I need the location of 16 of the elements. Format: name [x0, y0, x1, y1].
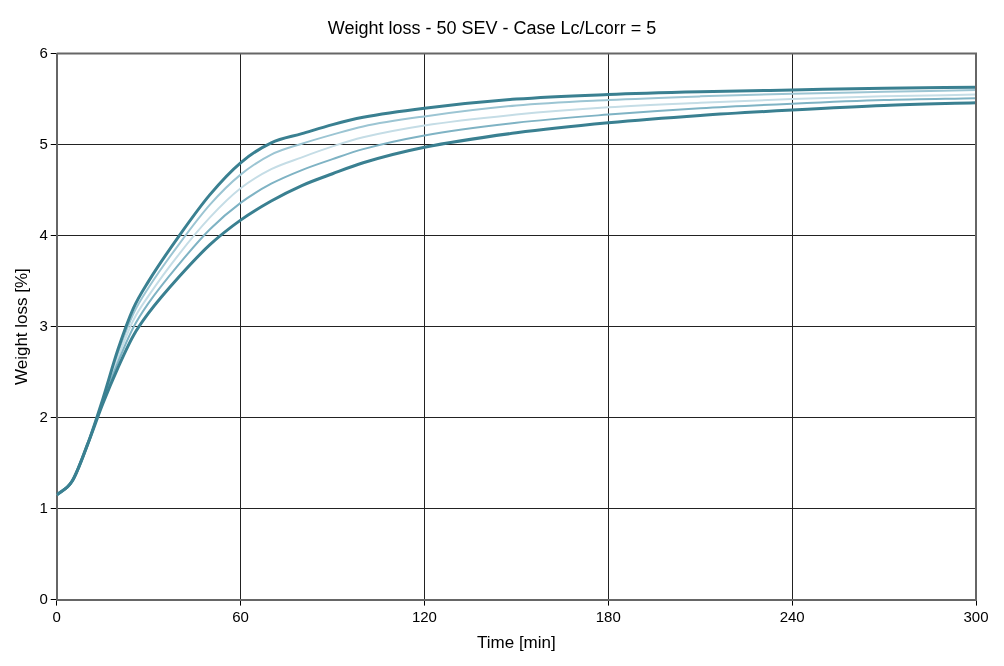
y-tick-label: 3 — [39, 316, 48, 334]
x-tick-label: 180 — [595, 607, 621, 625]
y-axis-title: Weight loss [%] — [11, 268, 31, 386]
x-tick-label: 240 — [779, 607, 805, 625]
x-tick-label: 120 — [411, 607, 437, 625]
y-tick-label: 6 — [39, 43, 48, 61]
chart-title: Weight loss - 50 SEV - Case Lc/Lcorr = 5 — [327, 17, 657, 38]
y-tick-label: 4 — [39, 225, 48, 243]
x-tick-label: 300 — [963, 607, 989, 625]
y-tick-label: 1 — [39, 498, 48, 516]
x-tick-label: 60 — [232, 607, 249, 625]
y-tick-label: 2 — [39, 407, 48, 425]
x-tick-label: 0 — [52, 607, 61, 625]
y-tick-label: 0 — [39, 589, 48, 607]
y-tick-label: 5 — [39, 134, 48, 152]
x-axis-title: Time [min] — [477, 633, 556, 653]
